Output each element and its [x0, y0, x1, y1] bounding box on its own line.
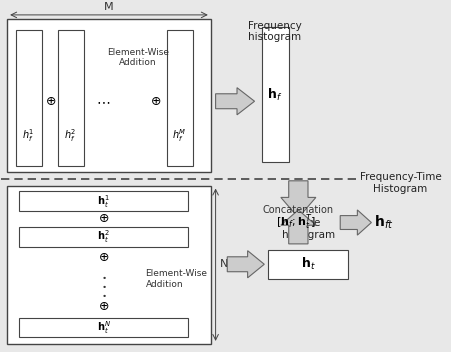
Bar — [7, 19, 211, 172]
Bar — [16, 30, 42, 166]
Polygon shape — [281, 210, 316, 244]
Bar — [268, 250, 348, 279]
Text: $\bullet$: $\bullet$ — [101, 272, 106, 281]
Text: $\mathbf{h}_t$: $\mathbf{h}_t$ — [301, 256, 315, 272]
Text: Frequency-Time
Histogram: Frequency-Time Histogram — [360, 172, 442, 194]
Text: $\oplus$: $\oplus$ — [150, 95, 161, 108]
Text: $[\mathbf{h}_f; \mathbf{h}_t^T]$: $[\mathbf{h}_f; \mathbf{h}_t^T]$ — [276, 213, 315, 232]
Polygon shape — [227, 251, 264, 278]
Text: $\bullet$: $\bullet$ — [101, 290, 106, 299]
Text: $\mathbf{h}_f$: $\mathbf{h}_f$ — [267, 86, 283, 102]
Bar — [19, 191, 189, 211]
Text: $\mathbf{h}_t^N$: $\mathbf{h}_t^N$ — [97, 319, 110, 336]
Polygon shape — [216, 88, 254, 115]
Text: $\mathbf{h}_t^2$: $\mathbf{h}_t^2$ — [97, 229, 110, 245]
Text: $\bullet$: $\bullet$ — [101, 281, 106, 290]
Bar — [19, 318, 189, 337]
Text: Frequency
histogram: Frequency histogram — [248, 21, 302, 42]
Bar — [58, 30, 84, 166]
Text: $h_f^1$: $h_f^1$ — [23, 127, 35, 144]
Polygon shape — [281, 181, 316, 218]
Text: $\oplus$: $\oplus$ — [46, 95, 57, 108]
Text: M: M — [104, 2, 113, 12]
Bar — [262, 26, 289, 162]
Text: $\mathbf{h}_{ft}$: $\mathbf{h}_{ft}$ — [374, 214, 394, 231]
Text: $h_f^M$: $h_f^M$ — [172, 127, 187, 144]
Bar — [19, 227, 189, 247]
Text: Concatenation: Concatenation — [263, 205, 334, 215]
Bar — [167, 30, 193, 166]
Text: Time
histogram: Time histogram — [281, 218, 335, 240]
Polygon shape — [340, 210, 371, 235]
Text: $\oplus$: $\oplus$ — [98, 301, 109, 313]
Bar — [7, 186, 211, 344]
Text: $\cdots$: $\cdots$ — [97, 94, 111, 108]
Text: Element-Wise
Addition: Element-Wise Addition — [146, 269, 207, 289]
Text: N: N — [220, 259, 228, 269]
Text: $\oplus$: $\oplus$ — [98, 251, 109, 264]
Text: Element-Wise
Addition: Element-Wise Addition — [107, 48, 169, 67]
Text: $h_f^2$: $h_f^2$ — [64, 127, 77, 144]
Text: $\oplus$: $\oplus$ — [98, 212, 109, 225]
Text: $\mathbf{h}_t^1$: $\mathbf{h}_t^1$ — [97, 193, 110, 209]
